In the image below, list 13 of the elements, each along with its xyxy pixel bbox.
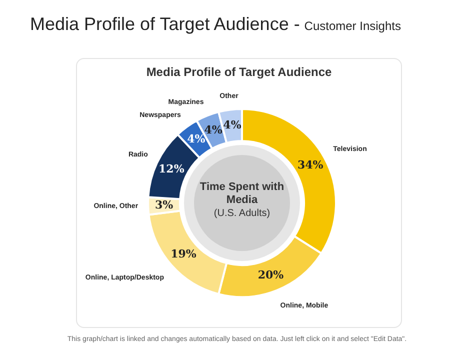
- text: Media Profile of Target Audience -: [30, 14, 300, 34]
- data-label: 3%: [154, 198, 174, 212]
- data-label: 4%: [223, 118, 242, 132]
- data-label: 12%: [158, 162, 185, 176]
- data-label: 20%: [258, 268, 284, 282]
- chart-title: Media Profile of Target Audience: [145, 65, 333, 79]
- data-label: 34%: [297, 158, 324, 172]
- data-label: 4%: [187, 132, 206, 146]
- data-label: 19%: [170, 247, 197, 260]
- text: Customer Insights: [304, 19, 401, 33]
- data-label: 4%: [204, 123, 223, 136]
- text: (U.S. Adults): [212, 207, 272, 220]
- text: Time Spent with Media: [198, 181, 286, 207]
